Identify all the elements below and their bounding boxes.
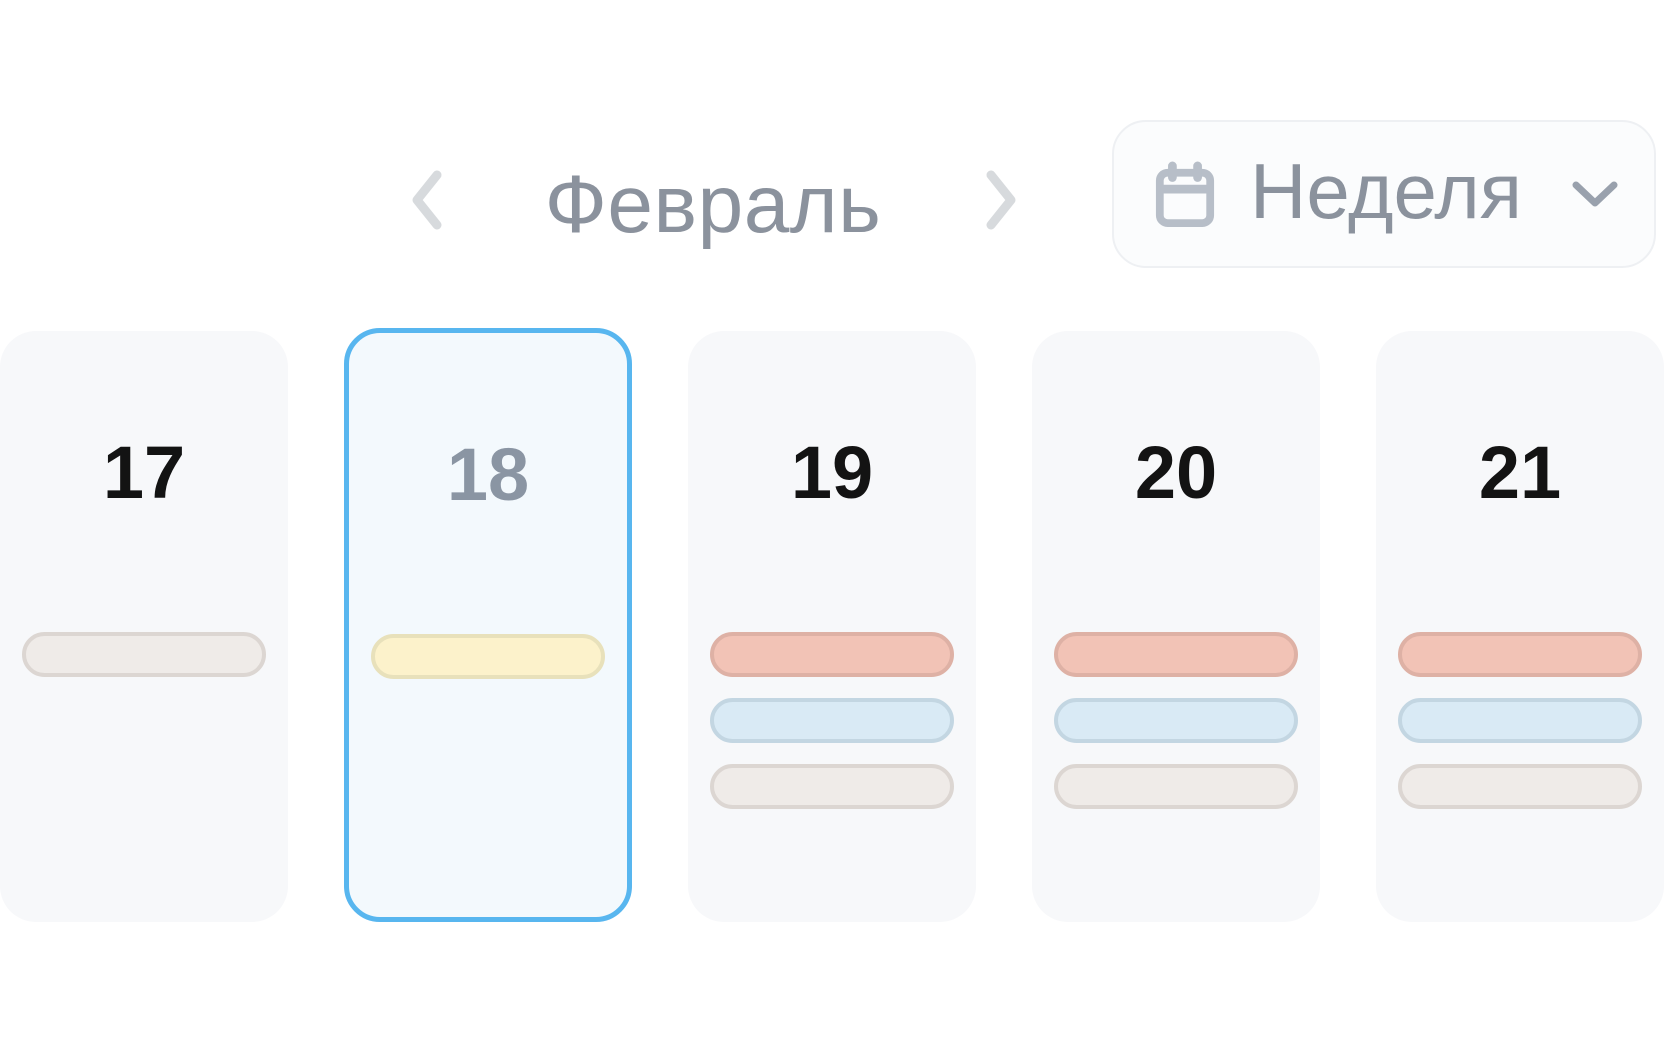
day-card-17[interactable]: 17: [0, 331, 288, 922]
event-pill-salmon: [1398, 632, 1642, 677]
day-number: 18: [446, 433, 530, 516]
next-month-button[interactable]: [966, 160, 1036, 240]
day-events: [22, 632, 266, 677]
event-pill-blue: [1054, 698, 1298, 743]
event-pill-blue: [710, 698, 954, 743]
view-selector-label: Неделя: [1250, 147, 1523, 235]
chevron-down-icon: [1572, 181, 1618, 207]
calendar-icon: [1155, 161, 1215, 227]
day-events: [710, 632, 954, 809]
day-number: 21: [1478, 431, 1562, 514]
event-pill-salmon: [1054, 632, 1298, 677]
day-card-20[interactable]: 20: [1032, 331, 1320, 922]
week-days: 17 18 19 20 21: [0, 328, 1664, 922]
event-pill-yellow: [371, 634, 605, 679]
chevron-left-icon: [412, 170, 442, 230]
event-pill-blue: [1398, 698, 1642, 743]
day-number: 19: [790, 431, 874, 514]
prev-month-button[interactable]: [392, 160, 462, 240]
month-title: Февраль: [544, 159, 882, 250]
day-number: 20: [1134, 431, 1218, 514]
event-pill-gray: [710, 764, 954, 809]
event-pill-gray: [22, 632, 266, 677]
event-pill-salmon: [710, 632, 954, 677]
day-card-19[interactable]: 19: [688, 331, 976, 922]
view-selector-button[interactable]: Неделя: [1112, 120, 1656, 268]
day-card-21[interactable]: 21: [1376, 331, 1664, 922]
day-events: [1054, 632, 1298, 809]
calendar-header: Февраль Неделя: [0, 0, 1664, 280]
day-events: [371, 634, 605, 679]
day-card-18[interactable]: 18: [344, 328, 632, 922]
event-pill-gray: [1054, 764, 1298, 809]
chevron-right-icon: [986, 170, 1016, 230]
day-number: 17: [102, 431, 186, 514]
event-pill-gray: [1398, 764, 1642, 809]
day-events: [1398, 632, 1642, 809]
